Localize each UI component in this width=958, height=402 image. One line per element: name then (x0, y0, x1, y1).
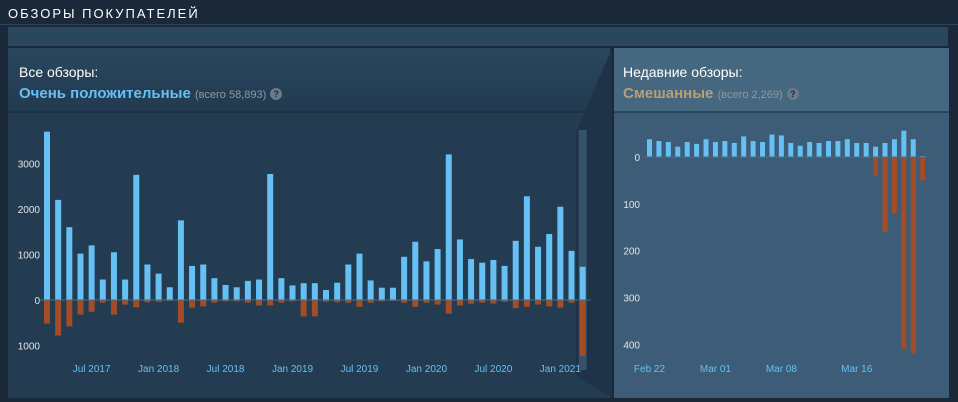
overall-reviews-title: Все обзоры: (19, 64, 99, 80)
overall-total-count: (всего 58,893) (195, 89, 267, 101)
chart-zoom-connector (576, 48, 612, 398)
overall-reviews-panel: Все обзоры: Очень положительные (всего 5… (8, 48, 610, 398)
recent-total-count: (всего 2,269) (717, 89, 783, 101)
overall-panel-bg (8, 48, 610, 398)
section-title: ОБЗОРЫ ПОКУПАТЕЛЕЙ (8, 6, 200, 21)
help-icon[interactable]: ? (270, 88, 283, 100)
overall-reviews-summary[interactable]: Очень положительные (всего 58,893)? (19, 85, 283, 102)
overall-summary-label[interactable]: Очень положительные (19, 85, 191, 102)
recent-reviews-title: Недавние обзоры: (623, 64, 743, 80)
review-filter-bar (8, 27, 948, 46)
recent-reviews-panel: Недавние обзоры: Смешанные (всего 2,269)… (614, 48, 949, 398)
help-icon[interactable]: ? (786, 88, 799, 100)
recent-panel-bg (614, 48, 949, 398)
recent-summary-label[interactable]: Смешанные (623, 85, 714, 102)
header-divider (0, 24, 958, 25)
recent-reviews-summary[interactable]: Смешанные (всего 2,269)? (623, 85, 799, 102)
